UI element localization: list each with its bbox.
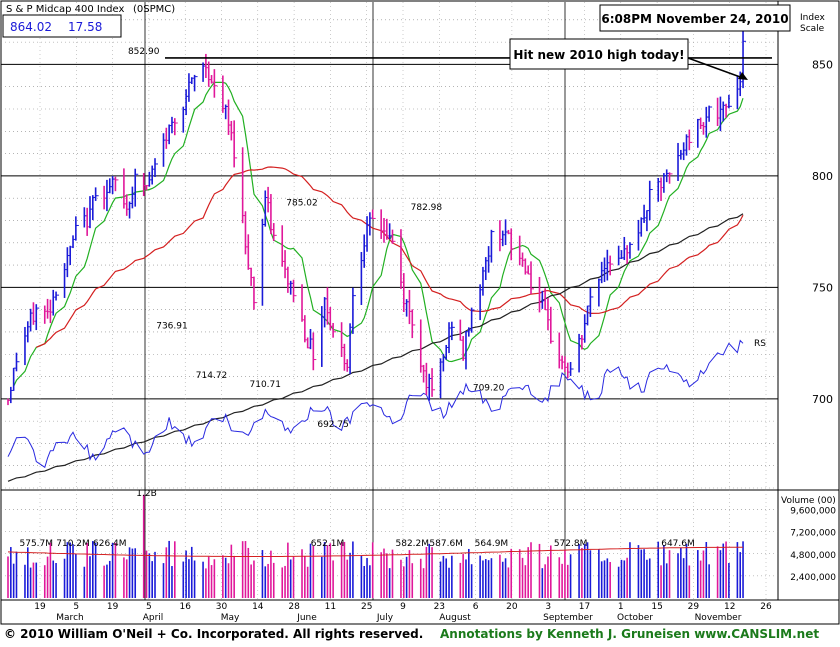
price-tick-label: 850: [812, 58, 833, 71]
index-name: S & P Midcap 400 Index: [6, 4, 124, 15]
date-tick-label: 14: [252, 602, 264, 612]
volume-ma-line: [7, 546, 743, 557]
price-bars: [7, 31, 747, 406]
ma-10-line: [13, 81, 744, 387]
volume-annotation: 647.6M: [661, 539, 695, 549]
price-annotation: 785.02: [286, 198, 318, 208]
rs-label: RS: [754, 339, 766, 349]
month-label: November: [695, 613, 742, 623]
date-tick-label: 26: [760, 602, 772, 612]
volume-tick-label: 2,400,000: [790, 573, 836, 583]
month-label: September: [543, 613, 593, 623]
callout-arrow: [687, 57, 744, 79]
volume-annotations: 575.7M 710.2M 626.4M 1.2B 652.1M 582.2M 587.6M…: [20, 489, 695, 549]
price-tick-label: 700: [812, 393, 833, 406]
callout-text: Hit new 2010 high today!: [513, 48, 684, 62]
price-axis: 700 750 800 850: [812, 58, 833, 405]
date-tick-label: 23: [434, 602, 445, 612]
price-annotation: 852.90: [128, 47, 160, 57]
price-annotation: 736.91: [156, 322, 188, 332]
date-tick-label: 15: [651, 602, 662, 612]
volume-bars: [7, 494, 744, 598]
volume-annotation: 564.9M: [475, 539, 509, 549]
volume-tick-label: 4,800,000: [790, 551, 836, 561]
ticker: (0SPMC): [133, 4, 175, 15]
price-tick-label: 800: [812, 170, 833, 183]
date-tick-label: 6: [473, 602, 479, 612]
month-label: August: [439, 613, 471, 623]
grid: [1, 2, 778, 600]
month-label: October: [617, 613, 653, 623]
volume-axis: 2,400,000 4,800,000 7,200,000 9,600,000: [790, 507, 836, 583]
month-label: July: [376, 613, 394, 623]
date-tick-label: 5: [73, 602, 79, 612]
price-change: 17.58: [68, 20, 102, 34]
callout-box: [509, 38, 689, 70]
date-tick-label: 16: [179, 602, 191, 612]
index-scale-label-2: Scale: [800, 24, 825, 34]
timestamp-box: [599, 4, 791, 32]
volume-annotation: 587.6M: [429, 539, 463, 549]
date-axis: 19 5 19 5 16 30 14 28 11 25 9 23 6 20 3 17 1 15 29 12 26 Marc…: [34, 602, 772, 623]
date-tick-label: 1: [618, 602, 624, 612]
date-tick-label: 17: [579, 602, 590, 612]
price-annotation: 714.72: [196, 371, 228, 381]
rs-path: [7, 339, 744, 469]
callout-arrowhead: [738, 72, 748, 80]
price-box: [2, 14, 122, 38]
volume-annotation: 575.7M: [20, 539, 54, 549]
volume-annotation: 652.1M: [311, 539, 345, 549]
index-scale-label-1: Index: [800, 13, 825, 23]
date-tick-label: 25: [361, 602, 372, 612]
date-tick-label: 19: [107, 602, 119, 612]
volume-annotation: 572.8M: [554, 539, 588, 549]
month-label: May: [221, 613, 240, 623]
date-tick-label: 9: [400, 602, 406, 612]
month-label: April: [143, 613, 164, 623]
current-price: 864.02: [10, 20, 52, 34]
moving-averages: [7, 81, 744, 482]
price-tick-label: 750: [812, 281, 833, 294]
date-tick-label: 30: [216, 602, 228, 612]
volume-axis-label: Volume (00): [781, 496, 836, 506]
volume-annotation: 710.2M: [56, 539, 90, 549]
date-tick-label: 28: [288, 602, 300, 612]
date-tick-label: 3: [545, 602, 551, 612]
copyright: © 2010 William O'Neil + Co. Incorporated…: [4, 627, 423, 641]
date-tick-label: 12: [724, 602, 735, 612]
ma-200-line: [7, 213, 744, 482]
rs-line: RS: [7, 339, 766, 469]
price-annotation: 782.98: [411, 203, 443, 213]
chart-frame: [0, 0, 840, 625]
date-tick-label: 29: [688, 602, 700, 612]
annotations-credit: Annotations by Kenneth J. Gruneisen www.…: [440, 627, 819, 641]
month-label: March: [56, 613, 83, 623]
date-tick-label: 19: [34, 602, 46, 612]
volume-tick-label: 9,600,000: [790, 507, 836, 517]
volume-tick-label: 7,200,000: [790, 529, 836, 539]
ma-50-line: [36, 166, 744, 348]
timestamp: 6:08PM November 24, 2010: [601, 12, 788, 26]
date-tick-label: 11: [325, 602, 336, 612]
date-tick-label: 20: [506, 602, 518, 612]
volume-annotation: 1.2B: [136, 489, 157, 499]
volume-annotation: 582.2M: [396, 539, 430, 549]
volume-annotation: 626.4M: [93, 539, 127, 549]
month-label: June: [296, 613, 317, 623]
date-tick-label: 5: [146, 602, 152, 612]
price-annotation: 710.71: [250, 380, 282, 390]
price-annotation: 692.75: [317, 420, 349, 430]
price-annotation: 709.20: [473, 383, 505, 393]
